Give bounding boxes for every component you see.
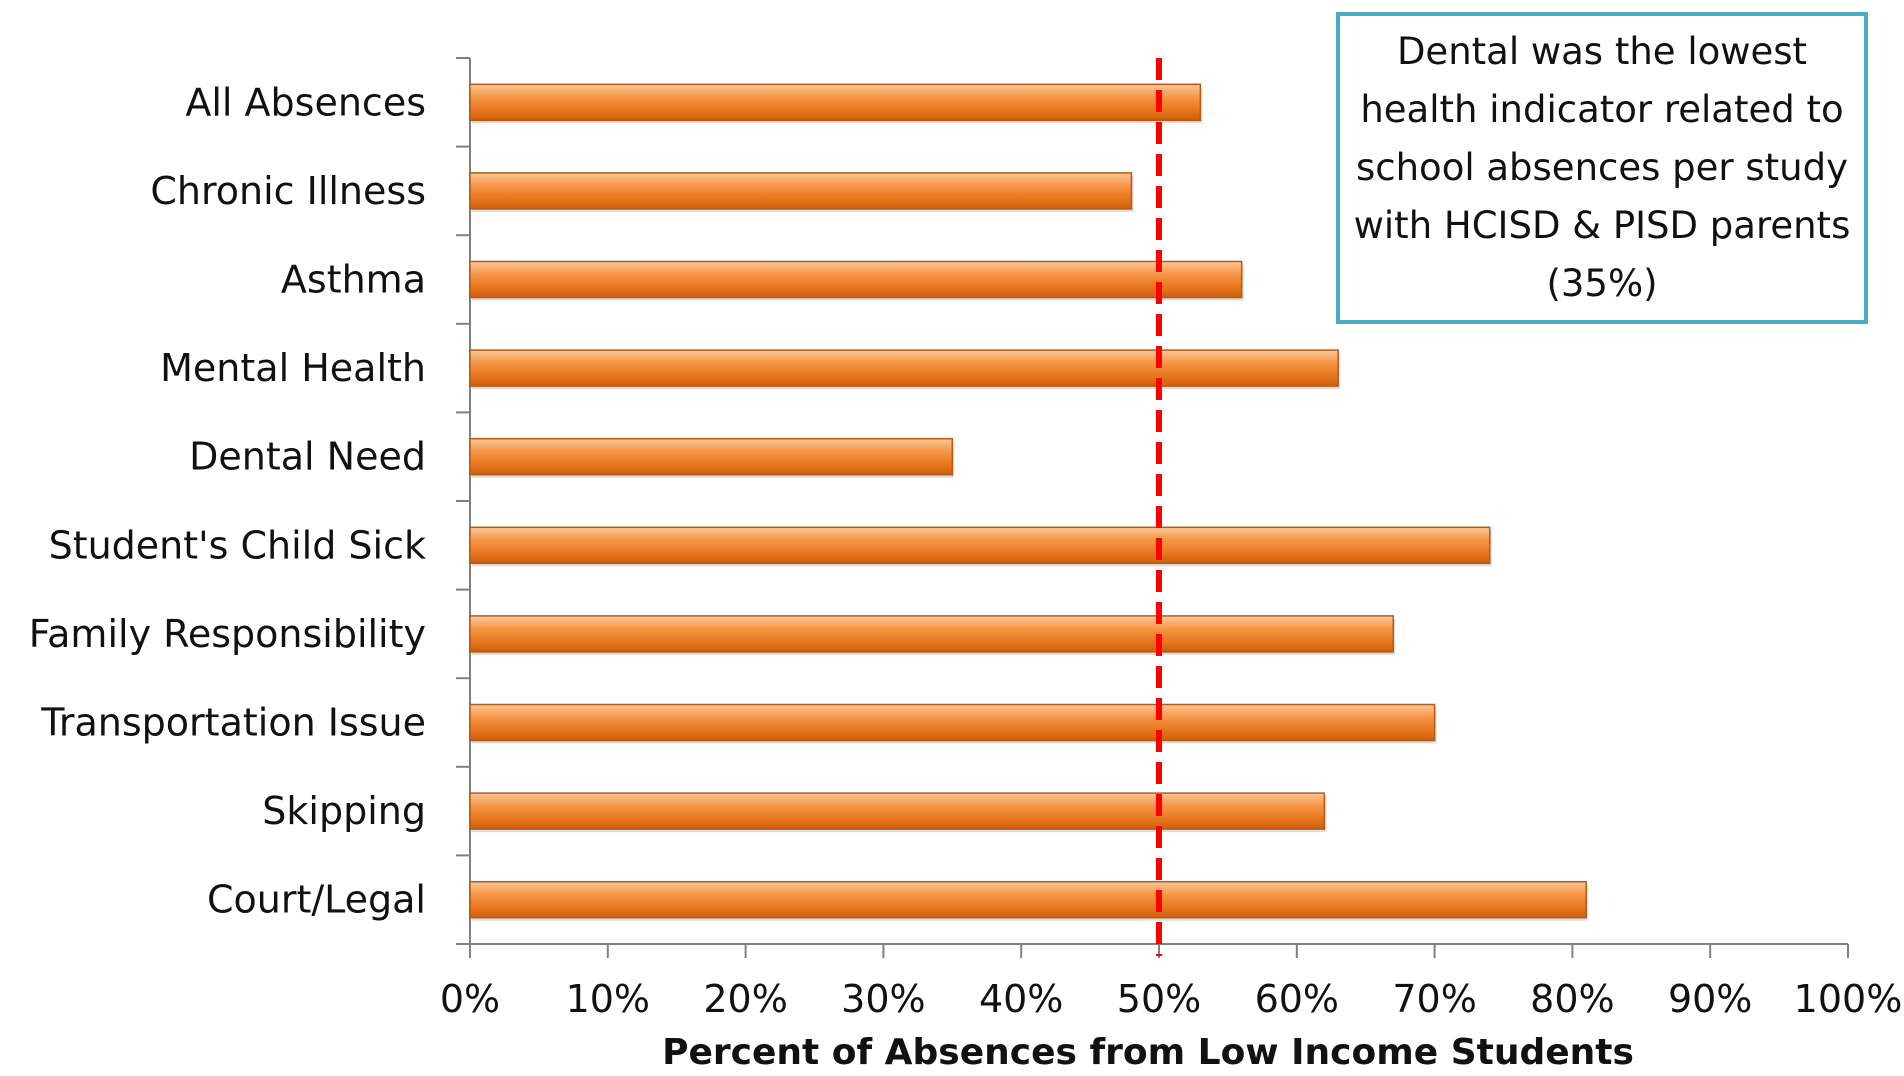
x-axis-title: Percent of Absences from Low Income Stud… (662, 1032, 1634, 1073)
category-label: Chronic Illness (150, 169, 426, 213)
x-tick-label: 20% (703, 977, 787, 1021)
bar (469, 260, 1243, 299)
category-label: All Absences (185, 80, 426, 124)
bars (469, 83, 1589, 921)
category-label: Skipping (262, 789, 426, 833)
x-tick-label: 30% (841, 977, 925, 1021)
x-tick-label: 80% (1530, 977, 1614, 1021)
x-tick-label: 70% (1392, 977, 1476, 1021)
bar (469, 792, 1326, 830)
x-tick-label: 10% (566, 977, 650, 1021)
x-tick-label: 90% (1668, 977, 1752, 1021)
bar (469, 349, 1339, 387)
bar (469, 703, 1436, 742)
category-label: Mental Health (160, 346, 426, 390)
bar (469, 83, 1202, 122)
bar (469, 615, 1395, 653)
category-label: Asthma (281, 258, 426, 302)
category-label: Dental Need (189, 435, 426, 479)
category-label: Transportation Issue (40, 701, 426, 745)
annotation-text: Dental was the lowest health indicator r… (1353, 30, 1851, 305)
x-tick-label: 40% (979, 977, 1063, 1021)
category-label: Court/Legal (207, 878, 426, 922)
x-tick-label: 60% (1255, 977, 1339, 1021)
x-tick-label: 50% (1117, 977, 1201, 1021)
bar (469, 526, 1491, 565)
bar (469, 437, 954, 476)
category-label: Student's Child Sick (49, 523, 426, 567)
bar (469, 880, 1587, 919)
x-tick-label: 0% (440, 977, 500, 1021)
annotation-box: Dental was the lowest health indicator r… (1336, 12, 1868, 324)
labels: 0% 10% 20% 30% 40% 50% 60% 70% 80% 90% 100% All Abs… (29, 80, 1903, 1021)
bar (469, 172, 1133, 210)
x-tick-label: 100% (1794, 977, 1903, 1021)
category-label: Family Responsibility (29, 612, 426, 656)
